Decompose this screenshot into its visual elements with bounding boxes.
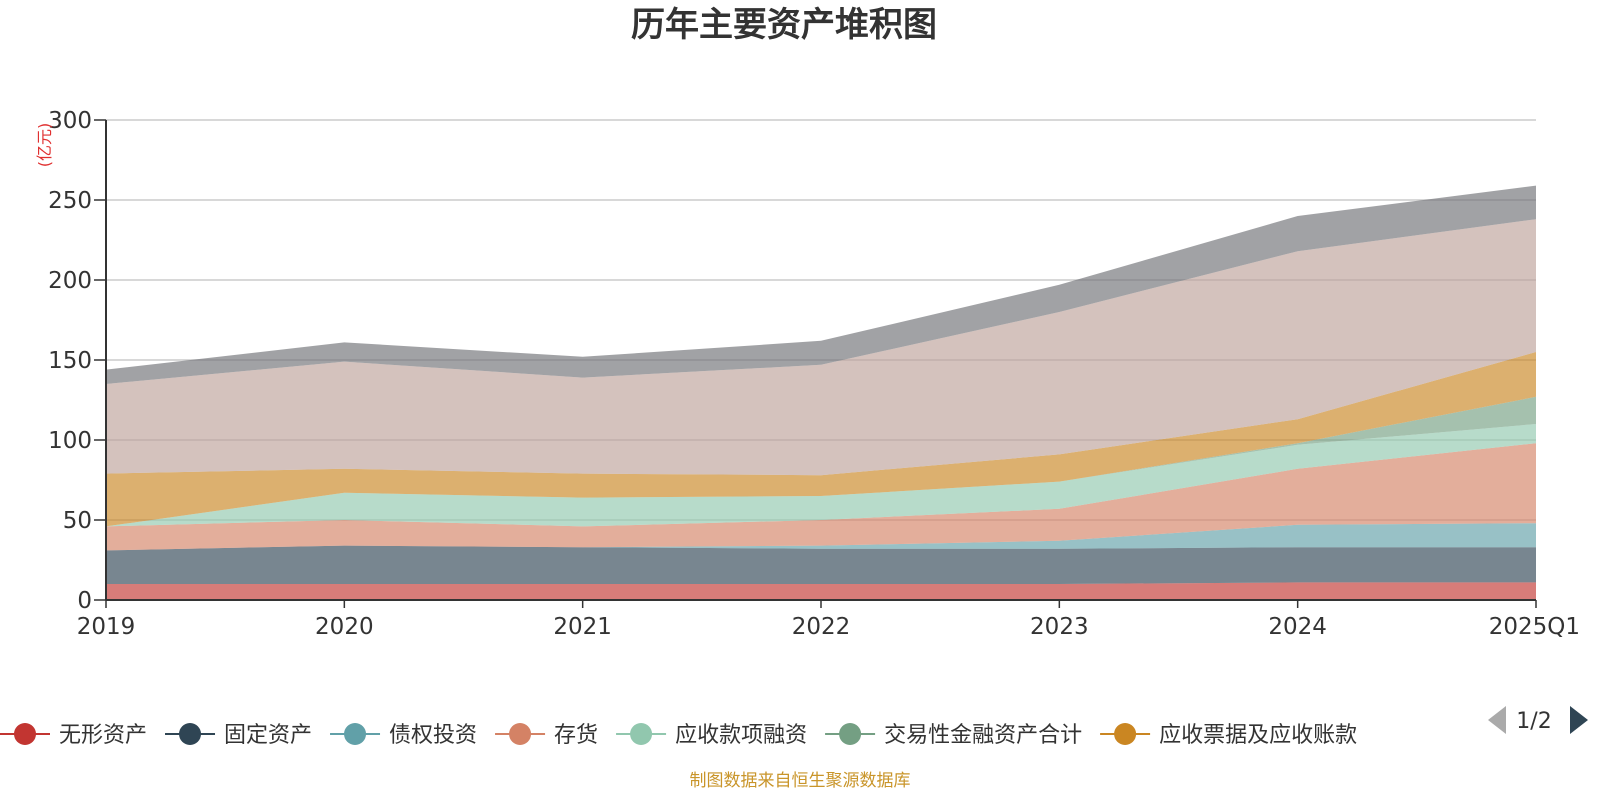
legend-marker-icon: [630, 723, 653, 745]
y-tick-label: 50: [63, 508, 92, 534]
legend-page-indicator: 1/2: [1516, 709, 1551, 734]
legend-label: 固定资产: [224, 723, 312, 748]
area-series-2[interactable]: [106, 523, 1536, 551]
legend-item[interactable]: 交易性金融资产合计: [825, 723, 1082, 748]
legend-item[interactable]: 存货: [495, 723, 598, 748]
data-source-note: 制图数据来自恒生聚源数据库: [690, 771, 911, 791]
x-tick-label: 2022: [792, 614, 851, 640]
area-series-1[interactable]: [106, 545, 1536, 584]
area-series-6[interactable]: [106, 352, 1536, 527]
legend-next-icon[interactable]: [1570, 706, 1588, 734]
x-tick-label: 2020: [315, 614, 374, 640]
area-series-7[interactable]: [106, 219, 1536, 476]
chart-title: 历年主要资产堆积图: [631, 5, 937, 45]
area-series-4[interactable]: [106, 424, 1536, 527]
legend-item[interactable]: 固定资产: [165, 723, 312, 748]
legend-item[interactable]: 债权投资: [330, 723, 477, 748]
y-tick-label: 200: [48, 268, 92, 294]
x-tick-label: 2024: [1268, 614, 1327, 640]
legend-item[interactable]: 无形资产: [0, 723, 147, 748]
y-tick-label: 150: [48, 348, 92, 374]
legend-label: 交易性金融资产合计: [884, 723, 1082, 748]
legend-item[interactable]: 应收票据及应收账款: [1100, 723, 1357, 748]
legend-prev-icon[interactable]: [1488, 706, 1506, 734]
x-tick-label: 2025Q1: [1489, 614, 1580, 640]
legend[interactable]: 无形资产 固定资产 债权投资 存货 应收款项融资 交易性金融资产合计 应收票据及应收账款: [0, 723, 1357, 748]
legend-marker-icon: [509, 723, 532, 745]
area-series-8[interactable]: [106, 185, 1536, 384]
area-series-3[interactable]: [106, 443, 1536, 551]
legend-label: 应收款项融资: [675, 723, 807, 748]
legend-marker-icon: [1114, 723, 1137, 745]
legend-marker-icon: [839, 723, 862, 745]
legend-marker-icon: [14, 723, 36, 745]
area-series-0[interactable]: [106, 582, 1536, 600]
legend-marker-icon: [179, 723, 202, 745]
legend-label: 应收票据及应收账款: [1159, 723, 1357, 748]
legend-item[interactable]: 应收款项融资: [616, 723, 807, 748]
y-tick-label: 0: [77, 588, 92, 614]
legend-label: 存货: [554, 723, 598, 748]
x-tick-label: 2021: [553, 614, 612, 640]
y-tick-label: 300: [48, 108, 92, 134]
axes: 0 50 100 150 200 250 300 2019 2020 2021 2022 2023 20…: [48, 108, 1580, 640]
y-tick-label: 100: [48, 428, 92, 454]
y-tick-label: 250: [48, 188, 92, 214]
area-series[interactable]: [106, 185, 1536, 600]
legend-label: 无形资产: [59, 723, 147, 748]
x-tick-label: 2019: [77, 614, 136, 640]
legend-pager[interactable]: 1/2: [1488, 706, 1588, 734]
y-unit-label: (亿元): [35, 123, 54, 168]
legend-marker-icon: [344, 723, 367, 745]
x-tick-label: 2023: [1030, 614, 1089, 640]
legend-label: 债权投资: [389, 723, 477, 748]
